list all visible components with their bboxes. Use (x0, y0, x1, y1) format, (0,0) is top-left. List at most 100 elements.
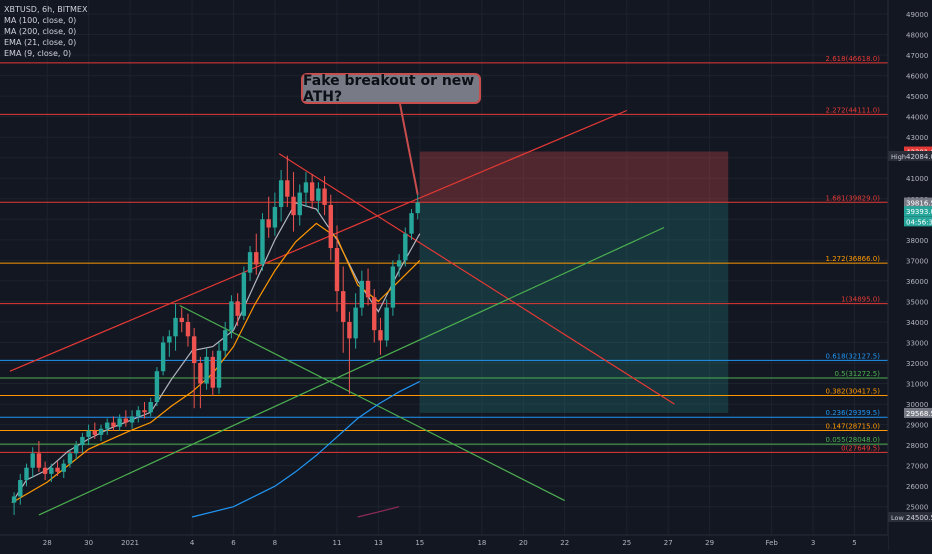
candle-body (396, 260, 402, 267)
price-tick-label: 27000 (906, 463, 928, 471)
trendlines[interactable] (9, 109, 675, 516)
time-tick-label: Feb (765, 539, 778, 547)
time-axis[interactable]: 28 30 2021 4 6 8 11 13 15 18 20 22 25 27 29 Feb 3 5 (0, 534, 888, 550)
candle-body (347, 321, 352, 339)
candle-body (73, 445, 79, 454)
trendline (278, 153, 675, 405)
price-tick-label: 44000 (906, 114, 928, 122)
candle-body (210, 356, 215, 388)
candle-body (117, 418, 122, 427)
candle-body (173, 317, 178, 337)
candle-body (254, 252, 259, 265)
candle-body (148, 402, 153, 413)
price-tick-label: 46000 (906, 73, 928, 81)
candle-body (129, 416, 135, 423)
candle-body (191, 336, 197, 364)
time-tick-label: 8 (273, 539, 277, 547)
price-tick-label: 38000 (906, 237, 928, 245)
indicator-ma200[interactable]: MA (200, close, 0) (4, 27, 77, 36)
indicator-ema21[interactable]: EMA (21, close, 0) (4, 38, 77, 47)
candle-body (328, 204, 333, 249)
indicator-ema9[interactable]: EMA (9, close, 0) (4, 49, 72, 58)
candle-body (142, 410, 147, 413)
candle-body (98, 428, 104, 435)
time-axis-bg (0, 535, 888, 550)
candle-body (415, 202, 420, 214)
callout-text: Fake breakout or new ATH? (303, 72, 475, 105)
candle-body (36, 453, 42, 468)
time-tick-label: 2021 (121, 539, 139, 547)
candle-body (353, 307, 358, 339)
candle-body (297, 192, 302, 216)
price-tick-label: 35000 (906, 298, 928, 306)
fib-label: 0.5(31272.5) (834, 370, 880, 378)
fib-label: 0.382(30417.5) (826, 387, 881, 395)
time-tick-label: 25 (622, 539, 631, 547)
candle-body (198, 363, 203, 384)
ma-line (357, 506, 400, 518)
price-marker-value: 39816.5 (906, 200, 932, 208)
candle-body (372, 297, 377, 331)
candle-body (378, 330, 383, 341)
fibonacci-levels[interactable]: 2.618(46618.0) 2.272(44111.0) 1.681(39829.… (0, 55, 888, 453)
candle-body (179, 317, 184, 322)
candle-body (49, 467, 54, 474)
candle-body (409, 213, 414, 234)
price-tick-label: 45000 (906, 93, 928, 101)
price-marker-caption: High (891, 153, 906, 161)
price-marker-caption: Low (891, 514, 904, 522)
chart-legend: XBTUSD, 6h, BITMEX MA (100, close, 0) MA… (4, 4, 87, 59)
candle-body (241, 272, 247, 316)
symbol-line: XBTUSD, 6h, BITMEX (4, 5, 88, 14)
trendline (38, 226, 665, 516)
time-tick-label: 5 (852, 539, 856, 547)
fib-label: 0(27649.5) (841, 444, 880, 452)
time-tick-label: 28 (43, 539, 52, 547)
candle-body (18, 480, 23, 497)
price-axis-bg (888, 0, 932, 550)
candle-body (67, 453, 73, 464)
annotation-callout[interactable]: Fake breakout or new ATH? (301, 72, 481, 105)
candle-body (105, 422, 110, 429)
candle-body (61, 463, 66, 472)
candle-body (92, 430, 98, 435)
price-tick-label: 41000 (906, 175, 928, 183)
candle-body (365, 280, 371, 298)
candle-body (390, 266, 396, 308)
price-marker-bg (888, 150, 932, 161)
candle-body (204, 356, 209, 384)
candle-body (154, 371, 160, 403)
time-tick-label: 22 (560, 539, 569, 547)
candle-body (247, 252, 253, 273)
price-tick-label: 33000 (906, 339, 928, 347)
candle-body (384, 307, 389, 341)
candle-body (403, 233, 408, 261)
price-tick-label: 36000 (906, 278, 928, 286)
position-stop-zone (419, 151, 729, 203)
price-axis[interactable]: 25000 26000 27000 28000 29000 30000 31000 32000… (887, 0, 932, 550)
candle-body (316, 188, 321, 201)
candle-body (272, 206, 278, 228)
time-tick-label: 13 (374, 539, 383, 547)
fib-label: 1.272(36866.0) (826, 255, 881, 263)
candle-body (167, 336, 172, 343)
candle-body (223, 330, 228, 351)
price-tick-label: 48000 (906, 32, 928, 40)
candle-body (334, 248, 340, 292)
time-tick-label: 18 (477, 539, 486, 547)
candle-body (309, 182, 315, 201)
price-tick-label: 28000 (906, 442, 928, 450)
candle-body (291, 196, 296, 216)
short-position-tool[interactable] (419, 151, 729, 413)
candle-body (55, 467, 60, 472)
candle-body (278, 180, 284, 207)
price-marker-bg (904, 216, 932, 227)
price-marker-bg (904, 197, 932, 208)
price-tick-label: 49000 (906, 11, 928, 19)
candle-body (266, 219, 271, 228)
candle-body (341, 291, 346, 322)
candle-body (80, 436, 85, 446)
time-tick-label: 15 (415, 539, 424, 547)
candle-body (322, 188, 327, 205)
indicator-ma100[interactable]: MA (100, close, 0) (4, 16, 77, 25)
